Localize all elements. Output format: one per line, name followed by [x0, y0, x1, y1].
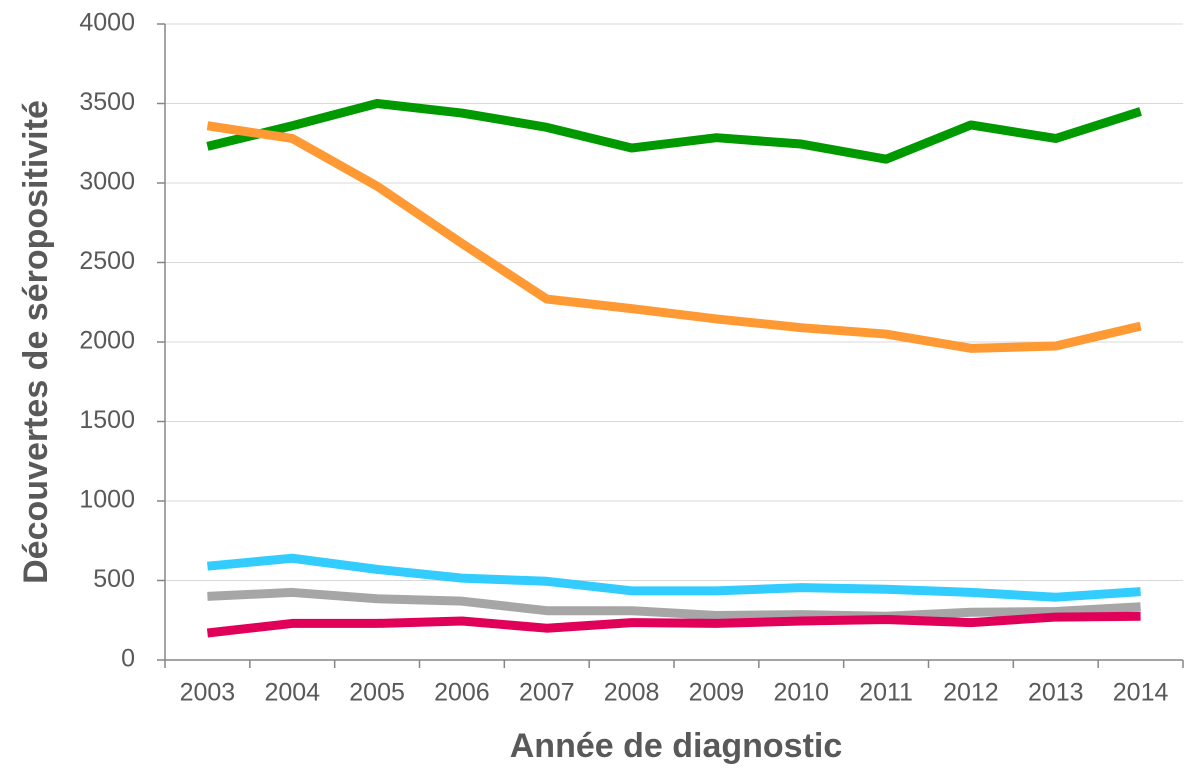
y-tick-label: 1000	[79, 486, 135, 514]
y-tick-label: 1500	[79, 406, 135, 434]
y-tick-label: 2000	[79, 327, 135, 355]
x-tick-label: 2006	[434, 679, 490, 707]
series-line	[207, 587, 1141, 621]
x-tick-label: 2009	[689, 679, 745, 707]
x-tick-label: 2013	[1028, 679, 1084, 707]
series-line	[206, 99, 1142, 164]
x-tick-label: 2011	[859, 679, 913, 707]
x-axis-title: Année de diagnostic	[510, 727, 843, 765]
y-tick-label: 2500	[79, 247, 135, 275]
x-tick-label: 2005	[349, 679, 405, 707]
series-line	[206, 553, 1141, 602]
x-tick-label: 2014	[1113, 679, 1169, 707]
y-axis-title: Découvertes de séropositivité	[17, 100, 55, 584]
series-line	[206, 121, 1142, 353]
x-tick-label: 2008	[604, 679, 660, 707]
y-tick-label: 3500	[79, 88, 135, 116]
y-tick-label: 0	[121, 645, 135, 673]
x-tick-label: 2004	[264, 679, 320, 707]
y-tick-label: 3000	[79, 168, 135, 196]
x-tick-label: 2003	[180, 679, 236, 707]
y-tick-label: 4000	[79, 9, 135, 37]
series-line	[206, 611, 1141, 638]
x-tick-label: 2007	[519, 679, 575, 707]
x-tick-label: 2010	[773, 679, 829, 707]
x-tick-label: 2012	[943, 679, 999, 707]
y-tick-label: 500	[93, 565, 135, 593]
